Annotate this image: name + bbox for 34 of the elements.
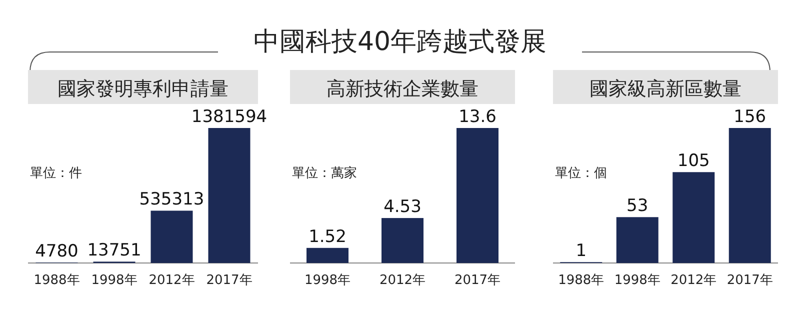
text: 中國科技40年跨越式發展 — [253, 27, 547, 57]
data-label: 13751 — [87, 240, 142, 261]
x-tick-label: 1998年 — [304, 273, 351, 288]
x-tick-label: 2017年 — [454, 273, 501, 288]
bar — [616, 217, 658, 263]
data-label: 1381594 — [191, 107, 268, 127]
data-label: 4780 — [35, 242, 78, 262]
data-label: 53 — [626, 196, 648, 216]
data-label: 1.52 — [308, 226, 346, 247]
x-tick-label: 2012年 — [148, 273, 195, 288]
x-tick-label: 2017年 — [206, 273, 252, 288]
x-tick-label: 1988年 — [34, 273, 80, 288]
data-label: 1 — [576, 241, 587, 262]
bar — [672, 172, 715, 263]
x-tick-label: 1998年 — [91, 273, 138, 288]
data-label: 156 — [734, 107, 766, 127]
x-tick-label: 2012年 — [379, 273, 426, 288]
bar — [728, 128, 771, 263]
data-label: 105 — [677, 151, 710, 172]
x-tick-label: 1988年 — [558, 273, 604, 288]
x-tick-label: 2012年 — [670, 273, 717, 288]
chart-title: 國家級高新區數量 — [590, 78, 742, 100]
data-label: 535313 — [139, 190, 204, 210]
x-tick-label: 2017年 — [726, 273, 773, 288]
data-label: 13.6 — [458, 107, 496, 127]
chart-title: 國家發明專利申請量 — [58, 78, 228, 100]
data-label: 4.53 — [384, 197, 422, 218]
y-axis-title: 單位：個 — [555, 166, 607, 181]
x-tick-label: 1998年 — [614, 273, 660, 288]
bar — [150, 210, 193, 263]
y-axis-title: 單位：萬家 — [292, 165, 357, 181]
y-axis-title: 單位：件 — [30, 166, 82, 181]
bar — [208, 128, 250, 263]
chart-title: 高新技術企業數量 — [326, 78, 478, 100]
